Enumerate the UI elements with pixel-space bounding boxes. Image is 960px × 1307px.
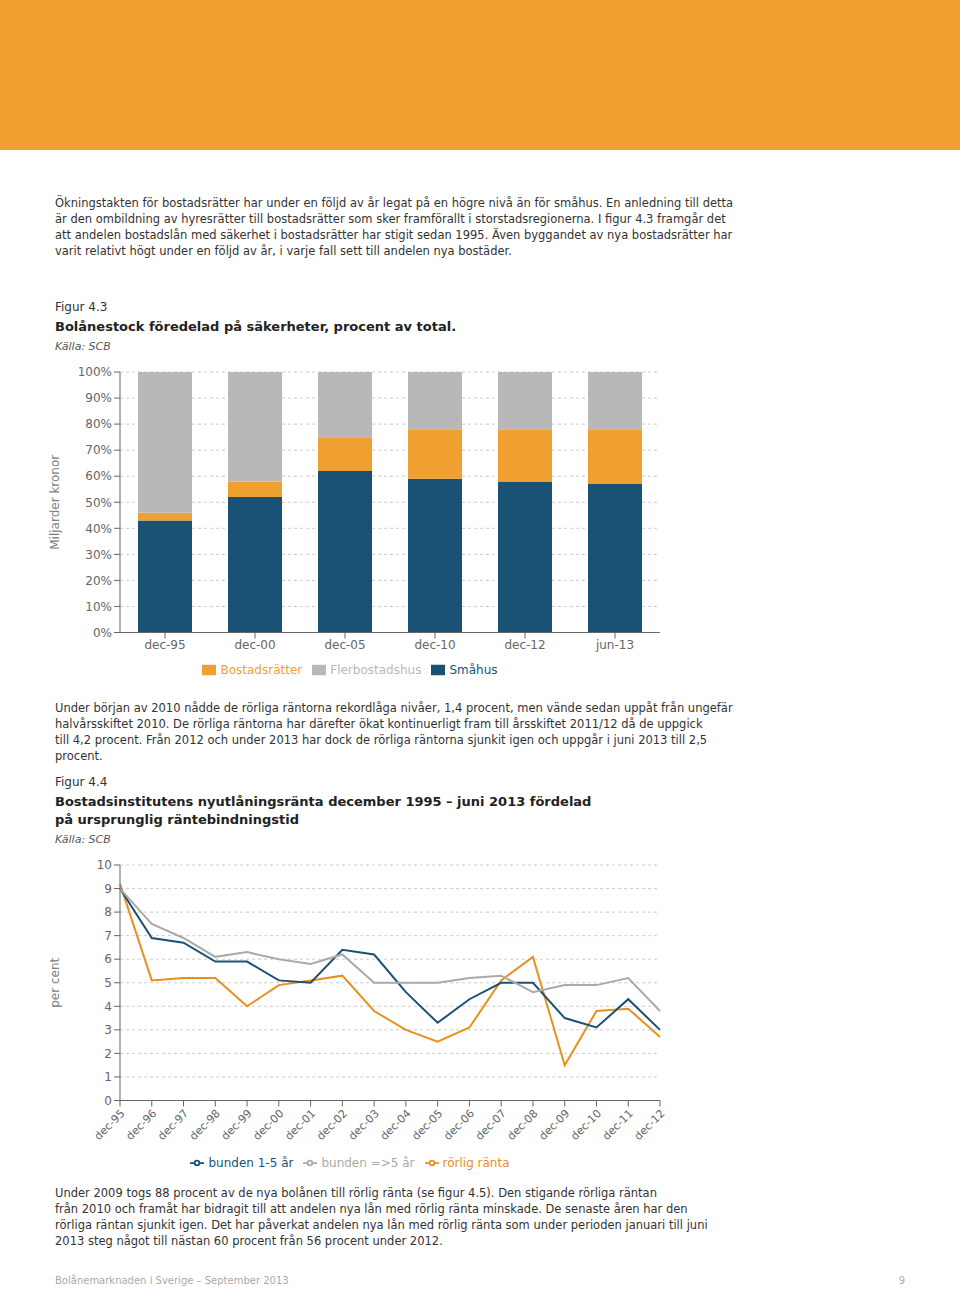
svg-text:6: 6 (104, 952, 112, 966)
svg-text:0: 0 (104, 1094, 112, 1108)
svg-text:dec-00: dec-00 (234, 638, 275, 652)
html-text:Figur 4.4: Figur 4.4 (55, 775, 108, 789)
html-text:bunden 1-5 år: bunden 1-5 år (208, 1155, 294, 1170)
svg-text:dec-98: dec-98 (187, 1107, 223, 1143)
svg-text:1: 1 (104, 1070, 112, 1084)
svg-text:4: 4 (104, 1000, 112, 1014)
svg-text:dec-02: dec-02 (314, 1107, 350, 1143)
svg-text:dec-08: dec-08 (505, 1107, 541, 1143)
html-text:Bolånestock föredelad på säker: Bolånestock föredelad på säkerheter, pro… (55, 319, 457, 334)
html-text:Källa: SCB: Källa: SCB (55, 833, 111, 846)
svg-text:90%: 90% (85, 391, 112, 405)
svg-text:dec-12: dec-12 (504, 638, 545, 652)
svg-text:jun-13: jun-13 (595, 638, 634, 652)
svg-text:dec-95: dec-95 (144, 638, 185, 652)
svg-text:50%: 50% (85, 496, 112, 510)
svg-text:10%: 10% (85, 600, 112, 614)
svg-text:8: 8 (104, 905, 112, 919)
svg-text:dec-95: dec-95 (92, 1107, 128, 1143)
svg-text:70%: 70% (85, 443, 112, 457)
svg-text:dec-05: dec-05 (409, 1107, 445, 1143)
svg-text:7: 7 (104, 929, 112, 943)
html-text:Bostadsinstitutens nyutlånings: Bostadsinstitutens nyutlåningsränta dece… (55, 794, 592, 827)
svg-text:dec-12: dec-12 (632, 1107, 668, 1143)
html-text:bunden =>5 år: bunden =>5 år (321, 1155, 415, 1170)
svg-text:dec-06: dec-06 (441, 1107, 477, 1143)
html-text:Ökningstakten för bostadsrätte: Ökningstakten för bostadsrätter har unde… (55, 196, 734, 258)
svg-text:dec-11: dec-11 (600, 1107, 636, 1143)
svg-text:dec-99: dec-99 (219, 1107, 255, 1143)
svg-text:dec-10: dec-10 (414, 638, 455, 652)
svg-text:dec-00: dec-00 (251, 1107, 287, 1143)
svg-text:dec-03: dec-03 (346, 1107, 382, 1143)
svg-text:2: 2 (104, 1047, 112, 1061)
svg-text:dec-10: dec-10 (568, 1107, 604, 1143)
svg-text:80%: 80% (85, 417, 112, 431)
svg-text:0%: 0% (93, 626, 112, 640)
html-text:Bostadsrätter: Bostadsrätter (220, 662, 303, 677)
svg-text:5: 5 (104, 976, 112, 990)
svg-text:10: 10 (97, 858, 112, 872)
svg-text:60%: 60% (85, 469, 112, 483)
html-text:Källa: SCB: Källa: SCB (55, 340, 111, 353)
svg-text:30%: 30% (85, 548, 112, 562)
svg-text:dec-09: dec-09 (536, 1107, 572, 1143)
svg-text:100%: 100% (78, 365, 112, 379)
svg-text:dec-97: dec-97 (155, 1107, 191, 1143)
svg-text:20%: 20% (85, 574, 112, 588)
html-text:Småhus: Småhus (449, 662, 498, 677)
svg-text:dec-96: dec-96 (124, 1107, 160, 1143)
svg-text:dec-05: dec-05 (324, 638, 365, 652)
svg-text:Miljarder kronor: Miljarder kronor (48, 455, 62, 550)
html-text:rörlig ränta: rörlig ränta (442, 1155, 510, 1170)
html-text:Flerbostadshus: Flerbostadshus (330, 662, 422, 677)
html-text:Figur 4.3: Figur 4.3 (55, 300, 108, 314)
svg-text:per cent: per cent (48, 957, 62, 1007)
html-text:Under 2009 togs 88 procent av: Under 2009 togs 88 procent av de nya bol… (55, 1186, 708, 1248)
svg-text:40%: 40% (85, 522, 112, 536)
html-text:9: 9 (898, 1275, 905, 1286)
svg-text:9: 9 (104, 882, 112, 896)
svg-text:dec-07: dec-07 (473, 1107, 509, 1143)
svg-text:dec-01: dec-01 (282, 1107, 318, 1143)
html-text:Under början av 2010 nådde de: Under början av 2010 nådde de rörliga rä… (55, 701, 733, 763)
svg-text:dec-04: dec-04 (378, 1107, 414, 1143)
html-text:Bolånemarknaden i Sverige – Se: Bolånemarknaden i Sverige – September 20… (55, 1275, 289, 1286)
svg-text:3: 3 (104, 1023, 112, 1037)
